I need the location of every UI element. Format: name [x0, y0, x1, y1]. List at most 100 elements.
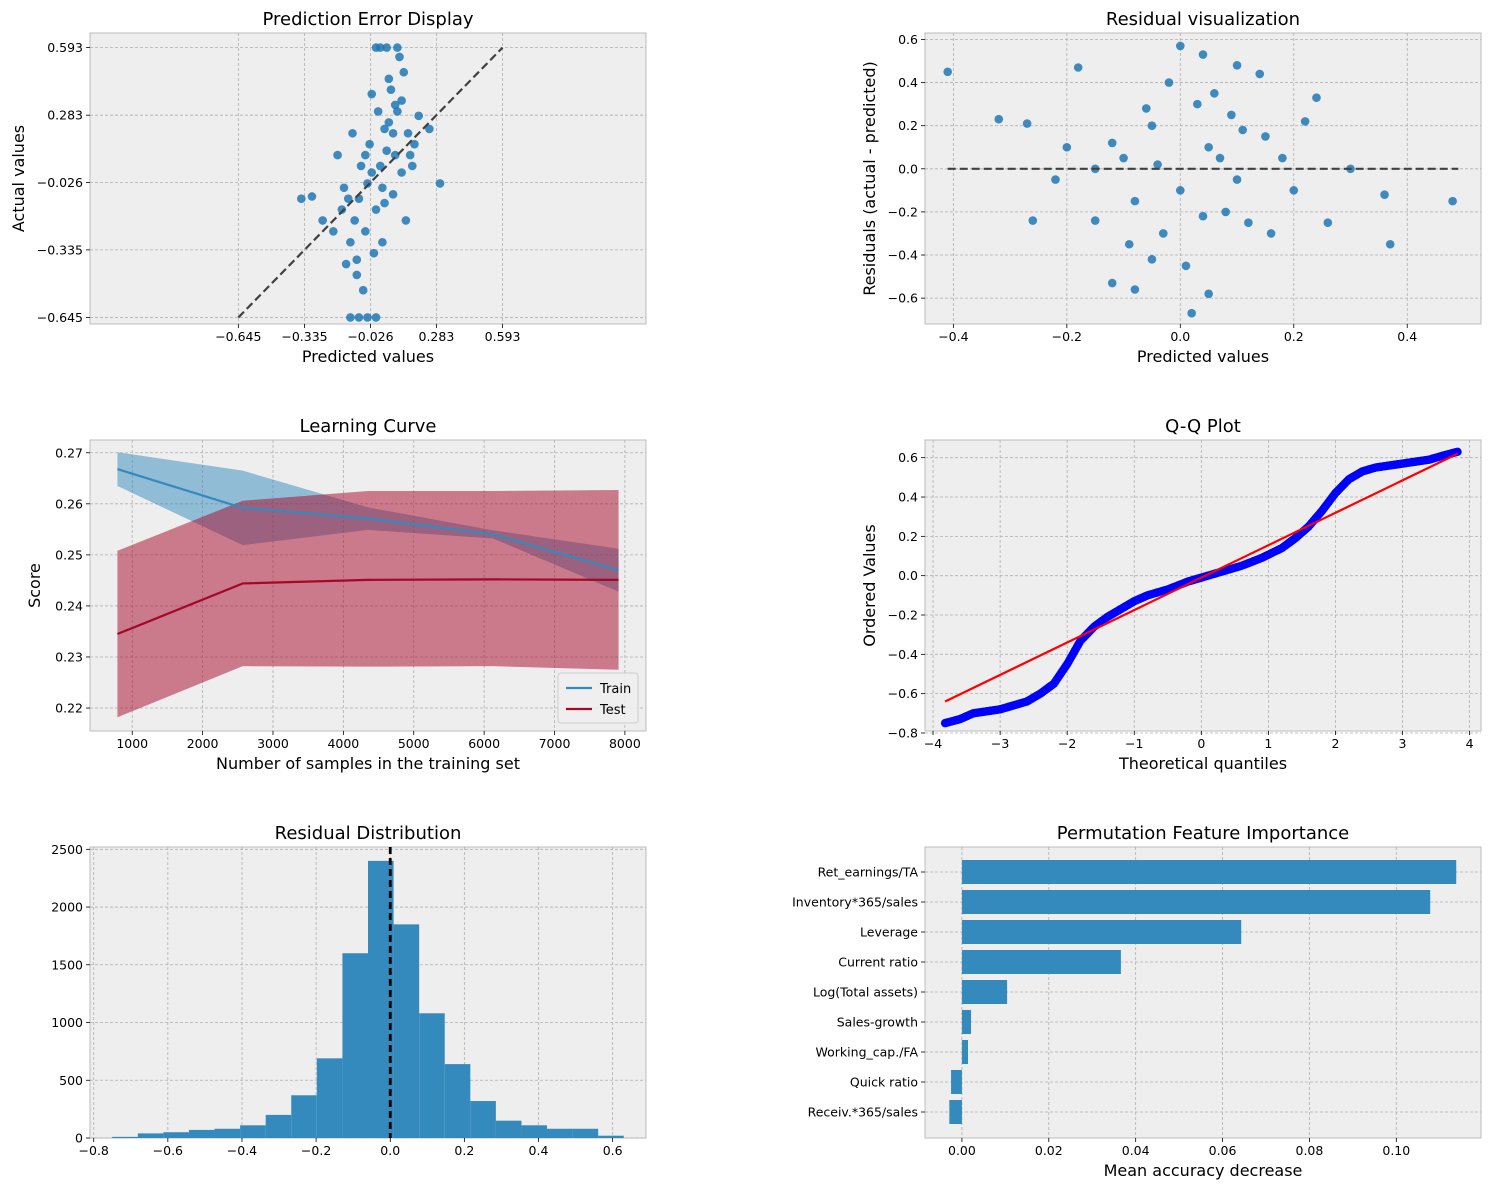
legend-box [557, 672, 639, 724]
data-point [378, 183, 387, 193]
data-point [1210, 89, 1219, 98]
data-point [435, 179, 445, 188]
histogram-bar [137, 1133, 164, 1138]
x-tick-label: 0.06 [1209, 1143, 1237, 1158]
importance-bar [951, 1070, 962, 1094]
data-point [318, 216, 327, 225]
data-point [384, 74, 394, 84]
data-point [361, 150, 370, 160]
data-point [363, 179, 372, 188]
data-point [425, 124, 434, 134]
data-point [358, 285, 368, 295]
x-tick-label: 3 [1399, 736, 1407, 751]
data-point [1158, 229, 1168, 238]
histogram-bar [393, 924, 420, 1138]
data-point [1153, 160, 1162, 169]
data-point [382, 43, 391, 52]
data-point [378, 237, 387, 247]
data-point [329, 227, 338, 236]
x-axis-label: Predicted values [1137, 347, 1269, 366]
importance-bar [961, 1010, 972, 1034]
data-point [399, 67, 409, 77]
data-point [1215, 153, 1225, 163]
y-tick-label: 0.22 [55, 701, 83, 716]
y-tick-label: −0.8 [888, 725, 918, 740]
chart-title: Learning Curve [300, 416, 437, 437]
histogram-bar [470, 1101, 496, 1138]
data-point [343, 194, 353, 203]
y-tick-label: 500 [59, 1073, 83, 1088]
x-tick-label: −0.8 [79, 1143, 109, 1158]
data-point [373, 107, 383, 116]
x-tick-label: 0.10 [1382, 1143, 1410, 1158]
y-tick-label: 0.283 [47, 108, 83, 123]
x-tick-label: 0.2 [1284, 329, 1304, 344]
importance-bar [961, 1040, 969, 1064]
x-tick-label: 1 [1264, 736, 1272, 751]
x-tick-label: −0.6 [153, 1143, 183, 1158]
y-tick-label: 0.0 [898, 161, 918, 176]
histogram-bar [188, 1129, 215, 1138]
y-tick-label: 0.27 [55, 445, 83, 460]
plot-area [89, 32, 647, 325]
data-point [401, 216, 411, 225]
y-tick-label: −0.4 [888, 647, 918, 662]
data-point [1289, 186, 1299, 195]
data-point [361, 227, 370, 236]
histogram-bar [444, 1064, 471, 1138]
data-point [341, 259, 351, 269]
data-point [395, 52, 404, 62]
data-point [1164, 78, 1174, 87]
data-point [367, 89, 377, 99]
data-point [386, 85, 396, 94]
y-tick-label: 0.4 [898, 490, 918, 505]
data-point [1221, 207, 1230, 217]
x-tick-label: −0.2 [1052, 329, 1082, 344]
x-tick-label: −0.4 [938, 329, 968, 344]
data-point [367, 168, 377, 177]
data-point [346, 237, 355, 247]
feature-label: Working_cap./FA [816, 1045, 919, 1060]
data-point [380, 198, 389, 208]
data-point [1130, 196, 1140, 206]
y-tick-label: 2500 [51, 842, 83, 857]
data-point [380, 124, 389, 134]
feature-label: Log(Total assets) [813, 985, 918, 1000]
data-point [1232, 61, 1242, 70]
data-point [1300, 117, 1310, 126]
data-point [388, 128, 398, 138]
importance-bar [961, 890, 1431, 914]
perm-importance-panel: Ret_earnings/TA Inventory*365/sales Levera… [792, 823, 1482, 1180]
x-tick-label: 1000 [116, 736, 148, 751]
data-point [375, 161, 385, 171]
y-axis-label: Residuals (actual - predicted) [860, 61, 879, 296]
data-point [352, 270, 362, 280]
x-tick-label: −4 [924, 736, 942, 751]
x-tick-label: 2000 [187, 736, 219, 751]
y-axis-label: Ordered Values [860, 524, 879, 646]
data-point [1187, 308, 1196, 318]
feature-label: Current ratio [838, 955, 918, 970]
data-point [1448, 196, 1457, 206]
data-point [1073, 63, 1083, 72]
histogram-bar [521, 1125, 548, 1138]
data-point [1255, 69, 1265, 79]
data-point [1193, 99, 1202, 109]
y-tick-label: −0.026 [37, 175, 83, 190]
fit-line [944, 452, 1459, 703]
data-point [333, 150, 342, 160]
data-point [1227, 110, 1236, 120]
x-tick-label: 0.2 [454, 1143, 474, 1158]
x-tick-label: 3000 [257, 736, 289, 751]
importance-bar [961, 920, 1242, 944]
data-point [1278, 153, 1287, 163]
data-point [1204, 142, 1213, 152]
y-tick-label: 0.4 [898, 75, 918, 90]
data-point [1107, 138, 1117, 148]
y-tick-label: 1000 [51, 1015, 83, 1030]
data-point [388, 190, 398, 199]
chart-title: Q-Q Plot [1165, 416, 1241, 437]
data-point [375, 43, 385, 52]
data-point [369, 248, 379, 258]
